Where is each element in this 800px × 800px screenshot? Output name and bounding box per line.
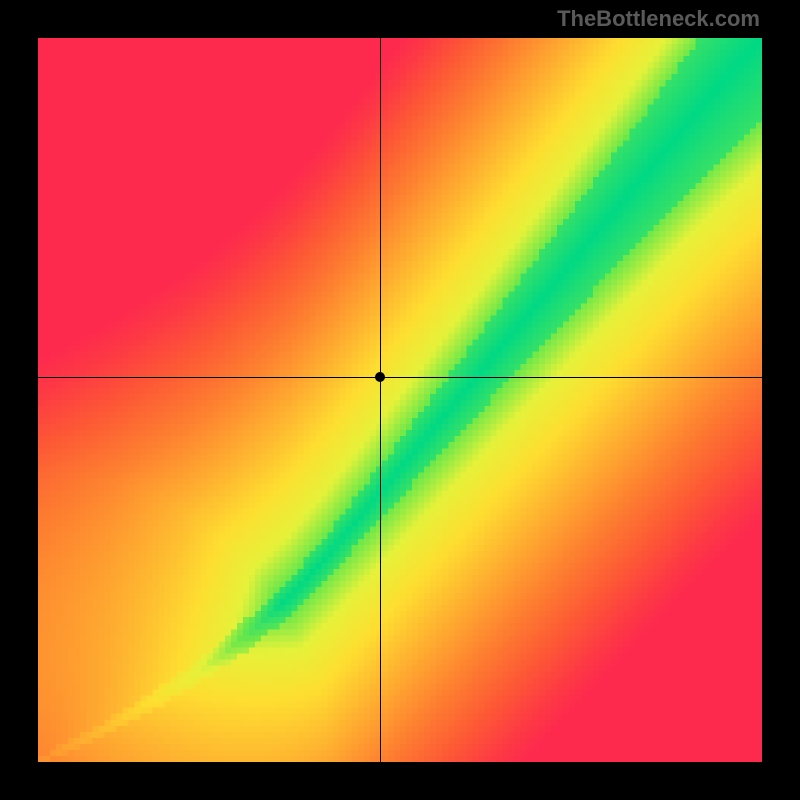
chart-container: TheBottleneck.com xyxy=(0,0,800,800)
bottleneck-heatmap xyxy=(38,38,762,762)
crosshair-horizontal xyxy=(38,377,762,378)
watermark-text: TheBottleneck.com xyxy=(557,6,760,32)
crosshair-vertical xyxy=(380,38,381,762)
crosshair-marker xyxy=(375,372,385,382)
